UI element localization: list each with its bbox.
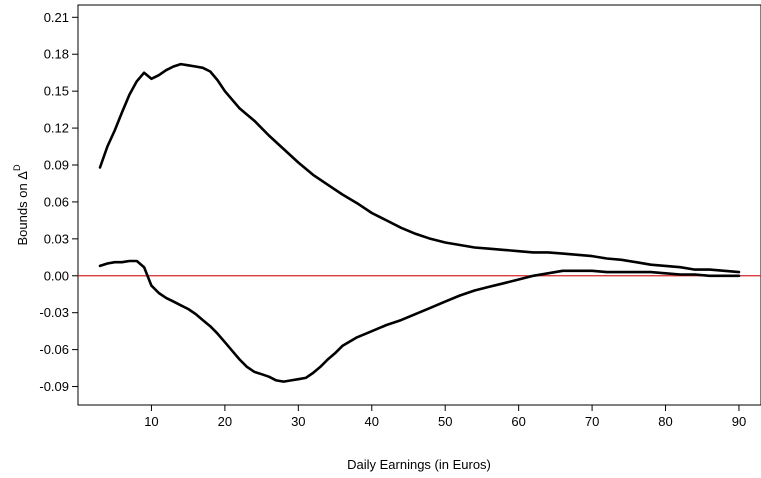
lower-bound-line: [98, 259, 741, 383]
x-tick-label: 40: [365, 414, 379, 429]
x-tick-label: 50: [438, 414, 452, 429]
y-tick-label: 0.18: [44, 47, 69, 62]
y-axis: 0.21 0.18 0.15 0.12 0.09 0.06 0.03 0.00 -0.03 -0.…: [39, 10, 78, 394]
x-tick-label: 60: [511, 414, 525, 429]
x-axis-title: Daily Earnings (in Euros): [347, 457, 491, 472]
y-axis-title-superscript: D: [12, 164, 22, 171]
upper-bound-line: [98, 62, 741, 274]
x-tick-label: 90: [732, 414, 746, 429]
y-tick-label: 0.15: [44, 84, 69, 99]
y-tick-label: 0.12: [44, 121, 69, 136]
x-tick-label: 30: [291, 414, 305, 429]
y-tick-label: 0.00: [44, 268, 69, 283]
x-tick-label: 70: [585, 414, 599, 429]
x-tick-label: 80: [658, 414, 672, 429]
y-tick-label: 0.06: [44, 194, 69, 209]
y-tick-label: 0.03: [44, 231, 69, 246]
x-axis: 10 20 30 40 50 60 70 80 90: [144, 405, 746, 429]
x-tick-label: 10: [144, 414, 158, 429]
y-tick-label: -0.03: [39, 305, 69, 320]
y-tick-label: -0.06: [39, 342, 69, 357]
series-layer: [98, 62, 741, 383]
y-axis-title-main: Bounds on Δ: [15, 171, 30, 246]
y-axis-title: Bounds on ΔD: [12, 164, 30, 245]
plot-frame: [77, 4, 761, 406]
y-tick-label: 0.09: [44, 158, 69, 173]
y-tick-label: 0.21: [44, 10, 69, 25]
x-tick-label: 20: [218, 414, 232, 429]
y-tick-label: -0.09: [39, 379, 69, 394]
